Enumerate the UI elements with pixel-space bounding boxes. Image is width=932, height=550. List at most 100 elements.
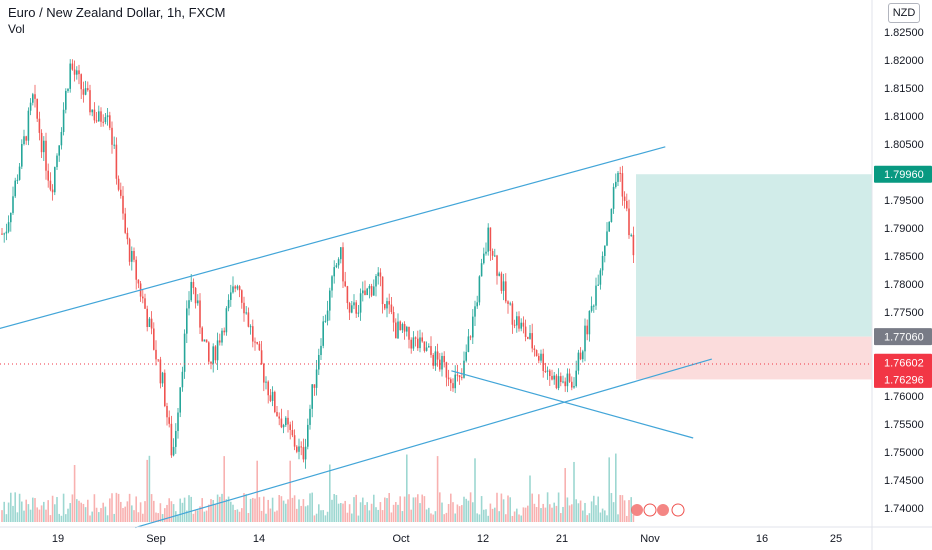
volume-bar: [124, 506, 126, 522]
price-tick-label: 1.81000: [884, 111, 924, 123]
candle-body: [348, 303, 351, 313]
volume-bar: [67, 508, 69, 522]
volume-bar: [535, 507, 538, 522]
price-axis[interactable]: 1.740001.745001.750001.755001.760001.765…: [884, 27, 924, 515]
candle-body: [84, 88, 87, 95]
candle-body: [124, 213, 126, 233]
volume-bar: [122, 507, 124, 522]
candle-body: [568, 373, 571, 382]
candle-body: [612, 186, 615, 209]
volume-bar: [450, 493, 452, 522]
candle-body: [434, 351, 437, 366]
volume-bar: [243, 493, 245, 522]
candle-body: [225, 308, 228, 333]
volume-bar: [381, 510, 384, 522]
candle-body: [623, 196, 626, 201]
volume-bar: [102, 502, 104, 522]
candle-body: [601, 255, 604, 271]
volume-bar: [390, 512, 393, 522]
candle-body: [590, 305, 593, 311]
volume-bar: [135, 496, 137, 522]
volume-bar: [414, 497, 417, 522]
candle-body: [366, 288, 368, 296]
candle-body: [346, 286, 349, 304]
wedge-lower-line[interactable]: [451, 370, 694, 439]
volume-bar: [21, 501, 23, 522]
volume-bar: [287, 499, 289, 522]
volume-bar: [58, 513, 60, 522]
volume-bar: [568, 505, 571, 522]
candle-body: [210, 361, 212, 364]
volume-bar: [593, 495, 595, 522]
volume-bar: [280, 496, 283, 522]
volume-bar: [32, 497, 34, 522]
candle-body: [489, 227, 492, 252]
candle-body: [181, 371, 184, 388]
position-zones[interactable]: [636, 174, 872, 380]
price-tick-label: 1.80500: [884, 139, 924, 151]
candle-body: [14, 180, 16, 197]
volume-bar: [245, 494, 247, 522]
candle-body: [516, 316, 518, 326]
volume-bar: [399, 496, 401, 522]
volume-bar: [421, 494, 423, 522]
candle-body: [245, 312, 247, 314]
candle-body: [241, 290, 243, 303]
volume-bar: [113, 513, 115, 522]
volume-bar: [289, 460, 291, 522]
channel-lower-line[interactable]: [135, 358, 712, 529]
volume-bar: [170, 501, 173, 522]
candle-body: [370, 286, 373, 296]
trend-lines[interactable]: [0, 146, 712, 529]
candle-body: [500, 273, 503, 291]
volume-bar: [25, 499, 27, 522]
volume-bar: [175, 511, 177, 522]
volume-bar: [263, 496, 265, 522]
candle-body: [577, 352, 580, 371]
candle-body: [280, 418, 283, 428]
candle-body: [373, 286, 375, 296]
channel-upper-line[interactable]: [0, 146, 666, 337]
candle-body: [282, 425, 285, 428]
candle-body: [395, 322, 397, 339]
candle-body: [560, 376, 562, 383]
candle-body: [579, 352, 582, 360]
volume-bar: [346, 512, 349, 522]
volume-bar: [318, 504, 320, 522]
candle-body: [302, 447, 305, 460]
candle-body: [527, 336, 529, 339]
volume-bar: [181, 502, 184, 522]
profit-zone[interactable]: [636, 174, 872, 337]
volume-bar: [188, 495, 190, 522]
candle-body: [472, 316, 474, 338]
currency-button[interactable]: NZD: [888, 3, 920, 23]
volume-bar: [93, 494, 96, 522]
candle-body: [386, 301, 388, 309]
volume-bar: [269, 508, 272, 522]
candle-body: [142, 296, 144, 299]
volume-bar: [606, 515, 608, 522]
volume-bar: [579, 500, 582, 522]
volume-bar: [27, 504, 30, 522]
candle-body: [60, 131, 63, 146]
candle-body: [507, 301, 509, 304]
candle-body: [5, 231, 8, 234]
loss-zone[interactable]: [636, 336, 872, 380]
volume-bar: [335, 495, 338, 522]
candle-body: [43, 140, 45, 153]
candle-body: [428, 346, 430, 348]
time-axis[interactable]: 19 Sep 14 Oct 12 21 Nov 16 25: [52, 533, 842, 545]
price-tag-label: 1.76296: [884, 374, 924, 386]
volume-bar: [65, 514, 67, 522]
volume-bar: [47, 500, 49, 522]
candle-body: [353, 302, 355, 306]
volume-bar: [632, 514, 635, 522]
candle-body: [133, 251, 135, 260]
volume-bar: [95, 507, 98, 522]
candle-body: [56, 155, 58, 168]
candle-body: [469, 336, 472, 338]
volume-bar: [296, 508, 298, 522]
candle-body: [588, 310, 591, 335]
candle-body: [412, 337, 415, 349]
